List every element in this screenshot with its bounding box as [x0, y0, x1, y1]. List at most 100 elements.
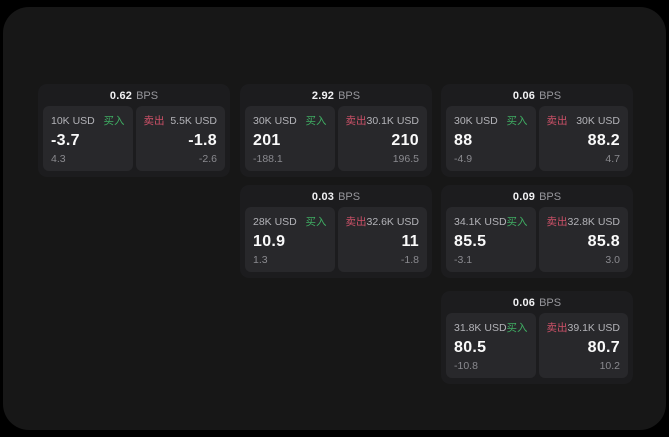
- quote-card: 0.03 BPS 28K USD 买入 10.9 1.3 卖出 32.6K US…: [240, 185, 432, 278]
- buy-sub-value: -10.8: [454, 360, 478, 372]
- sell-sub-value: 196.5: [392, 153, 419, 165]
- sell-label-row: 卖出 30K USD: [547, 113, 621, 128]
- buy-sub-value: -4.9: [454, 153, 473, 165]
- buy-price: 80.5: [454, 338, 487, 356]
- quote-card: 0.06 BPS 31.8K USD 买入 80.5 -10.8 卖出 39.1…: [441, 291, 633, 384]
- sell-quote-panel[interactable]: 卖出 32.8K USD 85.8 3.0: [538, 207, 628, 272]
- sell-label-row: 卖出 30.1K USD: [346, 113, 420, 128]
- buy-side-label: 买入: [506, 322, 528, 334]
- sell-quote-panel[interactable]: 卖出 5.5K USD -1.8 -2.6: [135, 106, 225, 171]
- bps-unit-label: BPS: [539, 191, 562, 203]
- buy-label-row: 30K USD 买入: [454, 113, 528, 128]
- sell-quote-panel[interactable]: 卖出 32.6K USD 11 -1.8: [337, 207, 427, 272]
- buy-amount: 30K USD: [454, 114, 498, 127]
- buy-amount: 34.1K USD: [454, 215, 507, 228]
- bps-unit-label: BPS: [136, 90, 159, 102]
- quote-card: 0.09 BPS 34.1K USD 买入 85.5 -3.1 卖出 32.8K…: [441, 185, 633, 278]
- sell-sub-value: 10.2: [599, 360, 620, 372]
- buy-price: 10.9: [253, 232, 286, 250]
- bps-header: 0.03 BPS: [240, 185, 432, 207]
- buy-side-label: 买入: [506, 216, 528, 228]
- buy-quote-panel[interactable]: 30K USD 买入 201 -188.1: [245, 106, 335, 171]
- sell-sub-value: -1.8: [400, 254, 419, 266]
- bps-header: 2.92 BPS: [240, 84, 432, 106]
- bps-header: 0.06 BPS: [441, 291, 633, 313]
- bps-value: 0.09: [512, 191, 536, 203]
- sell-price: 210: [391, 131, 419, 149]
- buy-price: 88: [454, 131, 473, 149]
- buy-label-row: 31.8K USD 买入: [454, 320, 528, 335]
- sell-side-label: 卖出: [143, 115, 165, 127]
- sell-side-label: 卖出: [546, 216, 568, 228]
- bps-value: 2.92: [311, 90, 335, 102]
- buy-price: 201: [253, 131, 281, 149]
- sell-amount: 30K USD: [576, 114, 620, 127]
- buy-quote-panel[interactable]: 28K USD 买入 10.9 1.3: [245, 207, 335, 272]
- buy-quote-panel[interactable]: 34.1K USD 买入 85.5 -3.1: [446, 207, 536, 272]
- buy-quote-panel[interactable]: 30K USD 买入 88 -4.9: [446, 106, 536, 171]
- quote-card: 0.62 BPS 10K USD 买入 -3.7 4.3 卖出 5.5K USD…: [38, 84, 230, 177]
- quote-panels: 30K USD 买入 201 -188.1 卖出 30.1K USD 210 1…: [240, 106, 432, 171]
- sell-price: 80.7: [587, 338, 620, 356]
- app-window: 0.62 BPS 10K USD 买入 -3.7 4.3 卖出 5.5K USD…: [3, 7, 666, 430]
- sell-side-label: 卖出: [546, 322, 568, 334]
- buy-sub-value: 1.3: [253, 254, 268, 266]
- quote-card: 2.92 BPS 30K USD 买入 201 -188.1 卖出 30.1K …: [240, 84, 432, 177]
- buy-label-row: 28K USD 买入: [253, 214, 327, 229]
- buy-amount: 28K USD: [253, 215, 297, 228]
- buy-label-row: 10K USD 买入: [51, 113, 125, 128]
- sell-amount: 5.5K USD: [170, 114, 217, 127]
- sell-label-row: 卖出 32.6K USD: [346, 214, 420, 229]
- sell-sub-value: -2.6: [198, 153, 217, 165]
- sell-sub-value: 3.0: [605, 254, 620, 266]
- buy-label-row: 34.1K USD 买入: [454, 214, 528, 229]
- sell-price: 88.2: [587, 131, 620, 149]
- buy-sub-value: -188.1: [253, 153, 283, 165]
- bps-unit-label: BPS: [338, 90, 361, 102]
- quote-panels: 34.1K USD 买入 85.5 -3.1 卖出 32.8K USD 85.8…: [441, 207, 633, 272]
- sell-label-row: 卖出 32.8K USD: [547, 214, 621, 229]
- buy-label-row: 30K USD 买入: [253, 113, 327, 128]
- buy-amount: 30K USD: [253, 114, 297, 127]
- bps-value: 0.06: [512, 90, 536, 102]
- buy-sub-value: -3.1: [454, 254, 473, 266]
- buy-side-label: 买入: [103, 115, 125, 127]
- sell-side-label: 卖出: [345, 115, 367, 127]
- sell-amount: 30.1K USD: [366, 114, 420, 127]
- sell-quote-panel[interactable]: 卖出 30.1K USD 210 196.5: [337, 106, 427, 171]
- sell-label-row: 卖出 39.1K USD: [547, 320, 621, 335]
- bps-value: 0.62: [109, 90, 133, 102]
- sell-side-label: 卖出: [546, 115, 568, 127]
- quote-card: 0.06 BPS 30K USD 买入 88 -4.9 卖出 30K USD 8…: [441, 84, 633, 177]
- buy-amount: 31.8K USD: [454, 321, 507, 334]
- sell-quote-panel[interactable]: 卖出 39.1K USD 80.7 10.2: [538, 313, 628, 378]
- quote-panels: 10K USD 买入 -3.7 4.3 卖出 5.5K USD -1.8 -2.…: [38, 106, 230, 171]
- buy-side-label: 买入: [305, 216, 327, 228]
- quote-panels: 28K USD 买入 10.9 1.3 卖出 32.6K USD 11 -1.8: [240, 207, 432, 272]
- buy-price: 85.5: [454, 232, 487, 250]
- bps-unit-label: BPS: [338, 191, 361, 203]
- buy-quote-panel[interactable]: 10K USD 买入 -3.7 4.3: [43, 106, 133, 171]
- buy-price: -3.7: [51, 131, 80, 149]
- buy-side-label: 买入: [506, 115, 528, 127]
- sell-sub-value: 4.7: [605, 153, 620, 165]
- quote-panels: 31.8K USD 买入 80.5 -10.8 卖出 39.1K USD 80.…: [441, 313, 633, 378]
- sell-quote-panel[interactable]: 卖出 30K USD 88.2 4.7: [538, 106, 628, 171]
- buy-side-label: 买入: [305, 115, 327, 127]
- bps-value: 0.03: [311, 191, 335, 203]
- buy-sub-value: 4.3: [51, 153, 66, 165]
- bps-header: 0.62 BPS: [38, 84, 230, 106]
- bps-unit-label: BPS: [539, 297, 562, 309]
- bps-unit-label: BPS: [539, 90, 562, 102]
- bps-header: 0.09 BPS: [441, 185, 633, 207]
- buy-quote-panel[interactable]: 31.8K USD 买入 80.5 -10.8: [446, 313, 536, 378]
- sell-price: 85.8: [587, 232, 620, 250]
- buy-amount: 10K USD: [51, 114, 95, 127]
- bps-value: 0.06: [512, 297, 536, 309]
- sell-amount: 32.6K USD: [366, 215, 420, 228]
- sell-amount: 32.8K USD: [567, 215, 621, 228]
- sell-amount: 39.1K USD: [567, 321, 621, 334]
- quote-panels: 30K USD 买入 88 -4.9 卖出 30K USD 88.2 4.7: [441, 106, 633, 171]
- sell-price: -1.8: [188, 131, 217, 149]
- sell-label-row: 卖出 5.5K USD: [144, 113, 218, 128]
